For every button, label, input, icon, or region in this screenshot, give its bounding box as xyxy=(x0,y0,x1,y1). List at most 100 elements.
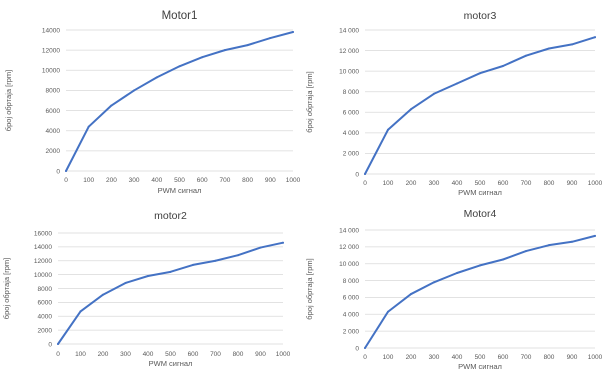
y-tick-label: 10 000 xyxy=(339,261,359,268)
x-tick-label: 300 xyxy=(120,351,131,358)
x-tick-label: 200 xyxy=(406,354,417,361)
chart-motor1: Motor1 0 2000 4000 6000 8000 10000 12000 14000 0 1… xyxy=(0,0,303,205)
chart-svg: motor3 0 2 000 4 000 6 000 8 000 10 000 12 000 1… xyxy=(305,10,603,197)
x-tick-label: 1000 xyxy=(588,180,603,187)
x-tick-label: 500 xyxy=(475,354,486,361)
y-tick-label: 2 000 xyxy=(343,151,360,158)
data-point xyxy=(124,281,127,284)
data-point xyxy=(571,43,573,46)
data-point xyxy=(223,49,226,52)
chart-title: motor3 xyxy=(464,10,497,22)
x-tick-label: 900 xyxy=(255,351,266,358)
y-tick-label: 0 xyxy=(48,341,52,348)
chart-motor4: Motor4 0 2 000 4 000 6 000 8 000 10 000 12 000 1… xyxy=(303,203,606,371)
series-line xyxy=(65,31,294,172)
data-point xyxy=(292,31,294,34)
y-tick-label: 10 000 xyxy=(339,68,359,75)
y-tick-label: 4000 xyxy=(38,314,53,321)
x-axis-label: PWM сигнал xyxy=(458,362,502,371)
x-tick-label: 100 xyxy=(383,354,394,361)
data-point xyxy=(364,173,366,175)
x-tick-label: 700 xyxy=(521,180,532,187)
y-tick-label: 8 000 xyxy=(343,89,360,96)
x-tick-label: 600 xyxy=(498,180,509,187)
data-point xyxy=(65,170,67,172)
chart-svg: Motor4 0 2 000 4 000 6 000 8 000 10 000 12 000 1… xyxy=(305,208,603,371)
x-tick-label: 1000 xyxy=(588,354,603,361)
data-point xyxy=(410,293,412,296)
data-point xyxy=(364,347,366,349)
data-point xyxy=(155,76,158,79)
x-tick-label: 900 xyxy=(265,177,276,184)
data-point xyxy=(433,281,435,284)
x-tick-label: 200 xyxy=(98,351,109,358)
x-tick-label: 800 xyxy=(544,180,555,187)
y-axis-label: број обртаја [rpm] xyxy=(4,70,13,131)
data-point xyxy=(410,108,412,111)
data-point xyxy=(594,36,596,39)
data-point xyxy=(387,310,389,313)
x-tick-label: 300 xyxy=(129,177,140,184)
data-point xyxy=(456,82,458,85)
data-point xyxy=(259,246,262,249)
data-point xyxy=(433,92,435,95)
data-point xyxy=(110,104,113,107)
data-point xyxy=(201,56,204,59)
data-point xyxy=(282,241,284,244)
data-point xyxy=(79,310,82,313)
x-tick-label: 500 xyxy=(475,180,486,187)
chart-svg: Motor1 0 2000 4000 6000 8000 10000 12000 14000 0 1… xyxy=(4,10,301,195)
chart-motor2: motor2 0 2000 4000 6000 8000 10000 12000 14000 16… xyxy=(0,203,303,371)
y-tick-label: 6000 xyxy=(38,300,53,307)
data-point xyxy=(479,72,481,75)
x-tick-label: 100 xyxy=(75,351,86,358)
x-tick-label: 1000 xyxy=(276,351,291,358)
y-tick-label: 10000 xyxy=(34,272,52,279)
y-tick-label: 12000 xyxy=(34,258,52,265)
data-point xyxy=(147,275,149,278)
data-point xyxy=(456,271,458,274)
x-tick-label: 300 xyxy=(429,354,440,361)
y-tick-label: 4000 xyxy=(46,128,61,135)
x-tick-label: 900 xyxy=(567,354,578,361)
y-tick-label: 12000 xyxy=(42,47,60,54)
y-tick-label: 8000 xyxy=(38,286,53,293)
x-tick-label: 900 xyxy=(567,180,578,187)
x-tick-label: 0 xyxy=(363,354,367,361)
data-point xyxy=(192,263,194,266)
x-tick-label: 200 xyxy=(406,180,417,187)
series-line xyxy=(57,241,284,345)
x-axis-label: PWM сигнал xyxy=(149,359,193,368)
data-point xyxy=(502,258,504,261)
x-tick-label: 100 xyxy=(83,177,94,184)
data-point xyxy=(237,254,239,257)
x-tick-label: 1000 xyxy=(286,177,301,184)
data-point xyxy=(548,47,550,50)
data-point xyxy=(87,125,90,128)
y-tick-label: 12 000 xyxy=(339,244,359,251)
y-axis-label: број обртаја [rpm] xyxy=(305,258,314,319)
y-tick-label: 2000 xyxy=(46,148,61,155)
data-point xyxy=(479,264,481,267)
y-tick-label: 14000 xyxy=(42,27,60,34)
data-point xyxy=(387,128,389,131)
chart-title: motor2 xyxy=(154,210,187,222)
y-tick-label: 4 000 xyxy=(343,130,360,137)
data-point xyxy=(246,44,249,47)
data-point xyxy=(502,65,504,67)
y-tick-label: 6 000 xyxy=(343,110,360,117)
x-tick-label: 0 xyxy=(363,180,367,187)
data-point xyxy=(525,250,527,253)
x-tick-label: 400 xyxy=(151,177,162,184)
data-point xyxy=(102,293,104,296)
y-tick-label: 2 000 xyxy=(343,328,360,335)
data-point xyxy=(178,65,181,68)
x-tick-label: 400 xyxy=(452,354,463,361)
data-point xyxy=(548,244,550,247)
y-tick-label: 6000 xyxy=(46,108,61,115)
chart-svg: motor20200040006000800010000120001400016… xyxy=(2,210,291,368)
data-point xyxy=(269,37,272,40)
y-tick-label: 2000 xyxy=(38,327,53,334)
y-tick-label: 16000 xyxy=(34,230,52,237)
data-point xyxy=(169,270,172,273)
